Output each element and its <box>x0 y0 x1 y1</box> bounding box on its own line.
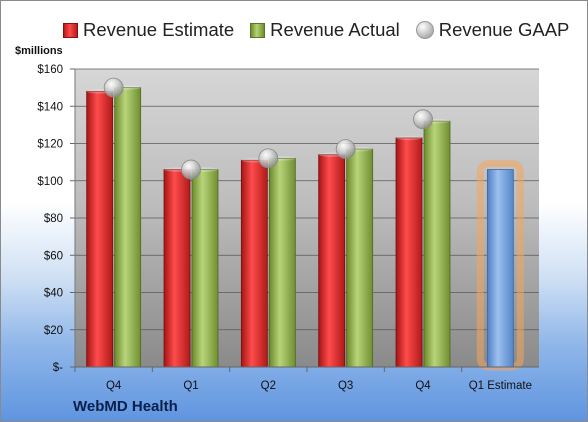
bar-revenue-actual <box>423 120 451 368</box>
legend-label-actual: Revenue Actual <box>270 19 400 40</box>
x-tick-label: Q2 <box>261 380 276 392</box>
legend-label-estimate: Revenue Estimate <box>83 19 235 40</box>
bar-revenue-actual <box>114 87 142 368</box>
gaap-markers <box>103 77 433 180</box>
legend-item-estimate: Revenue Estimate <box>63 19 234 41</box>
y-tick-label: $80 <box>44 213 63 225</box>
bar-revenue-actual <box>191 169 219 368</box>
x-tick-label: Q1 Estimate <box>469 380 532 392</box>
marker-revenue-gaap <box>181 159 201 180</box>
bar-revenue-estimate <box>318 154 346 368</box>
x-axis: Q4 Q1 Q2 Q3 Q4 Q1 Estimate <box>74 366 539 392</box>
bar-revenue-estimate <box>240 159 268 368</box>
bar-revenue-estimate <box>163 169 191 368</box>
y-tick-label: $40 <box>44 288 63 300</box>
legend-label-gaap: Revenue GAAP <box>438 19 570 40</box>
y-axis: $- $20 $40 $60 $80 $100 $120 $140 $160 <box>37 64 76 374</box>
x-tick-label: Q4 <box>106 380 122 392</box>
company-name: WebMD Health <box>73 398 178 415</box>
y-tick-label: $140 <box>37 101 63 113</box>
bar-revenue-forecast <box>486 169 514 368</box>
y-tick-label: $160 <box>37 64 63 76</box>
legend: Revenue Estimate Revenue Actual Revenue … <box>63 17 569 43</box>
bar-revenue-actual <box>346 148 374 368</box>
x-tick-label: Q3 <box>338 380 353 392</box>
marker-revenue-gaap <box>103 77 124 98</box>
bar-revenue-actual <box>268 157 296 368</box>
x-tick-label: Q4 <box>415 380 431 392</box>
bar-revenue-estimate <box>86 90 114 368</box>
y-tick-label: $100 <box>37 176 63 188</box>
y-tick-label: $- <box>53 362 63 374</box>
legend-swatch-estimate <box>63 22 78 38</box>
marker-revenue-gaap <box>335 139 356 159</box>
legend-item-actual: Revenue Actual <box>250 19 400 41</box>
units-label: $millions <box>15 45 63 57</box>
bar-revenue-estimate-top <box>396 135 422 141</box>
legend-swatch-gaap <box>415 21 434 39</box>
y-tick-label: $20 <box>44 325 63 337</box>
y-tick-label: $60 <box>44 250 63 262</box>
legend-swatch-actual <box>250 22 266 38</box>
bar-revenue-estimate <box>395 137 423 368</box>
marker-revenue-gaap <box>413 109 433 130</box>
bars <box>86 85 524 371</box>
legend-item-gaap: Revenue GAAP <box>415 19 570 41</box>
x-tick-label: Q1 <box>183 380 198 392</box>
y-tick-label: $120 <box>37 139 63 151</box>
marker-revenue-gaap <box>258 148 279 169</box>
